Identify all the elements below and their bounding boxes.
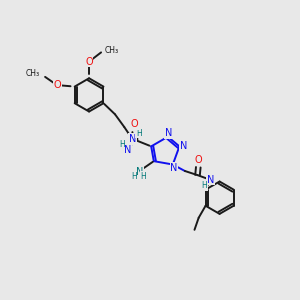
Text: O: O: [85, 57, 93, 67]
Text: N: N: [129, 134, 136, 144]
Text: H: H: [202, 181, 207, 190]
Text: CH₃: CH₃: [26, 69, 40, 78]
Text: N: N: [124, 145, 131, 154]
Text: O: O: [195, 155, 202, 165]
Text: H: H: [131, 172, 137, 181]
Text: H: H: [140, 172, 146, 181]
Text: H: H: [136, 129, 142, 138]
Text: N: N: [170, 163, 178, 173]
Text: O: O: [53, 80, 61, 90]
Text: H: H: [119, 140, 125, 149]
Text: N: N: [206, 175, 214, 185]
Text: O: O: [131, 119, 138, 129]
Text: N: N: [180, 141, 187, 152]
Text: CH₃: CH₃: [105, 46, 119, 55]
Text: N: N: [136, 167, 143, 176]
Text: N: N: [165, 128, 172, 138]
